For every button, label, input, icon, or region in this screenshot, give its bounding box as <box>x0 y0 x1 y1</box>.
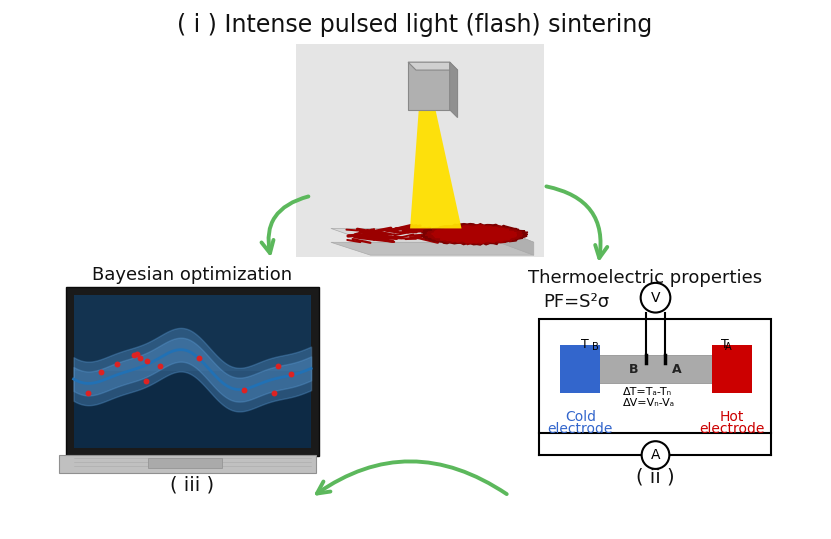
Text: electrode: electrode <box>548 423 613 437</box>
Text: A: A <box>671 363 681 376</box>
Bar <box>59 455 316 473</box>
Polygon shape <box>499 229 534 255</box>
Text: B: B <box>593 342 599 352</box>
Point <box>140 376 153 385</box>
Text: A: A <box>725 342 731 352</box>
Polygon shape <box>408 62 450 109</box>
Text: ( iii ): ( iii ) <box>170 475 214 494</box>
Text: electrode: electrode <box>699 423 765 437</box>
Bar <box>712 345 751 393</box>
Text: T: T <box>720 338 729 351</box>
Circle shape <box>642 441 669 469</box>
Polygon shape <box>331 243 534 255</box>
Text: ( i ) Intense pulsed light (flash) sintering: ( i ) Intense pulsed light (flash) sinte… <box>177 12 652 37</box>
Point <box>193 354 206 362</box>
Text: A: A <box>651 448 661 462</box>
Bar <box>66 287 319 456</box>
Bar <box>74 295 311 371</box>
Point <box>95 368 108 376</box>
Point <box>81 389 94 397</box>
Point <box>272 361 285 370</box>
Text: V: V <box>651 291 661 305</box>
Bar <box>560 345 600 393</box>
Point <box>140 356 154 365</box>
Point <box>130 350 144 358</box>
Point <box>284 370 297 378</box>
Text: Cold: Cold <box>565 411 596 424</box>
Text: Bayesian optimization: Bayesian optimization <box>92 266 293 284</box>
Bar <box>74 295 311 448</box>
Polygon shape <box>432 225 517 243</box>
Text: Hot: Hot <box>720 411 744 424</box>
Point <box>111 360 124 369</box>
Text: T: T <box>582 338 589 351</box>
Text: ΔV=Vₙ-Vₐ: ΔV=Vₙ-Vₐ <box>623 398 675 407</box>
Text: ΔT=Tₐ-Tₙ: ΔT=Tₐ-Tₙ <box>623 386 672 397</box>
Point <box>153 362 166 370</box>
Text: Thermoelectric properties: Thermoelectric properties <box>528 269 762 287</box>
Bar <box>148 458 222 468</box>
Polygon shape <box>410 107 461 229</box>
Text: PF=S²σ: PF=S²σ <box>543 293 610 310</box>
Polygon shape <box>408 62 458 70</box>
Text: ( ii ): ( ii ) <box>637 467 675 486</box>
Text: B: B <box>629 363 638 376</box>
Point <box>268 389 281 397</box>
Circle shape <box>641 283 671 313</box>
Point <box>133 354 146 362</box>
Bar <box>538 320 771 433</box>
Point <box>237 385 250 394</box>
Point <box>127 351 140 360</box>
Polygon shape <box>425 225 523 245</box>
Polygon shape <box>331 229 534 243</box>
Bar <box>583 355 727 383</box>
Polygon shape <box>421 224 528 245</box>
Bar <box>296 44 543 257</box>
Polygon shape <box>450 62 458 118</box>
